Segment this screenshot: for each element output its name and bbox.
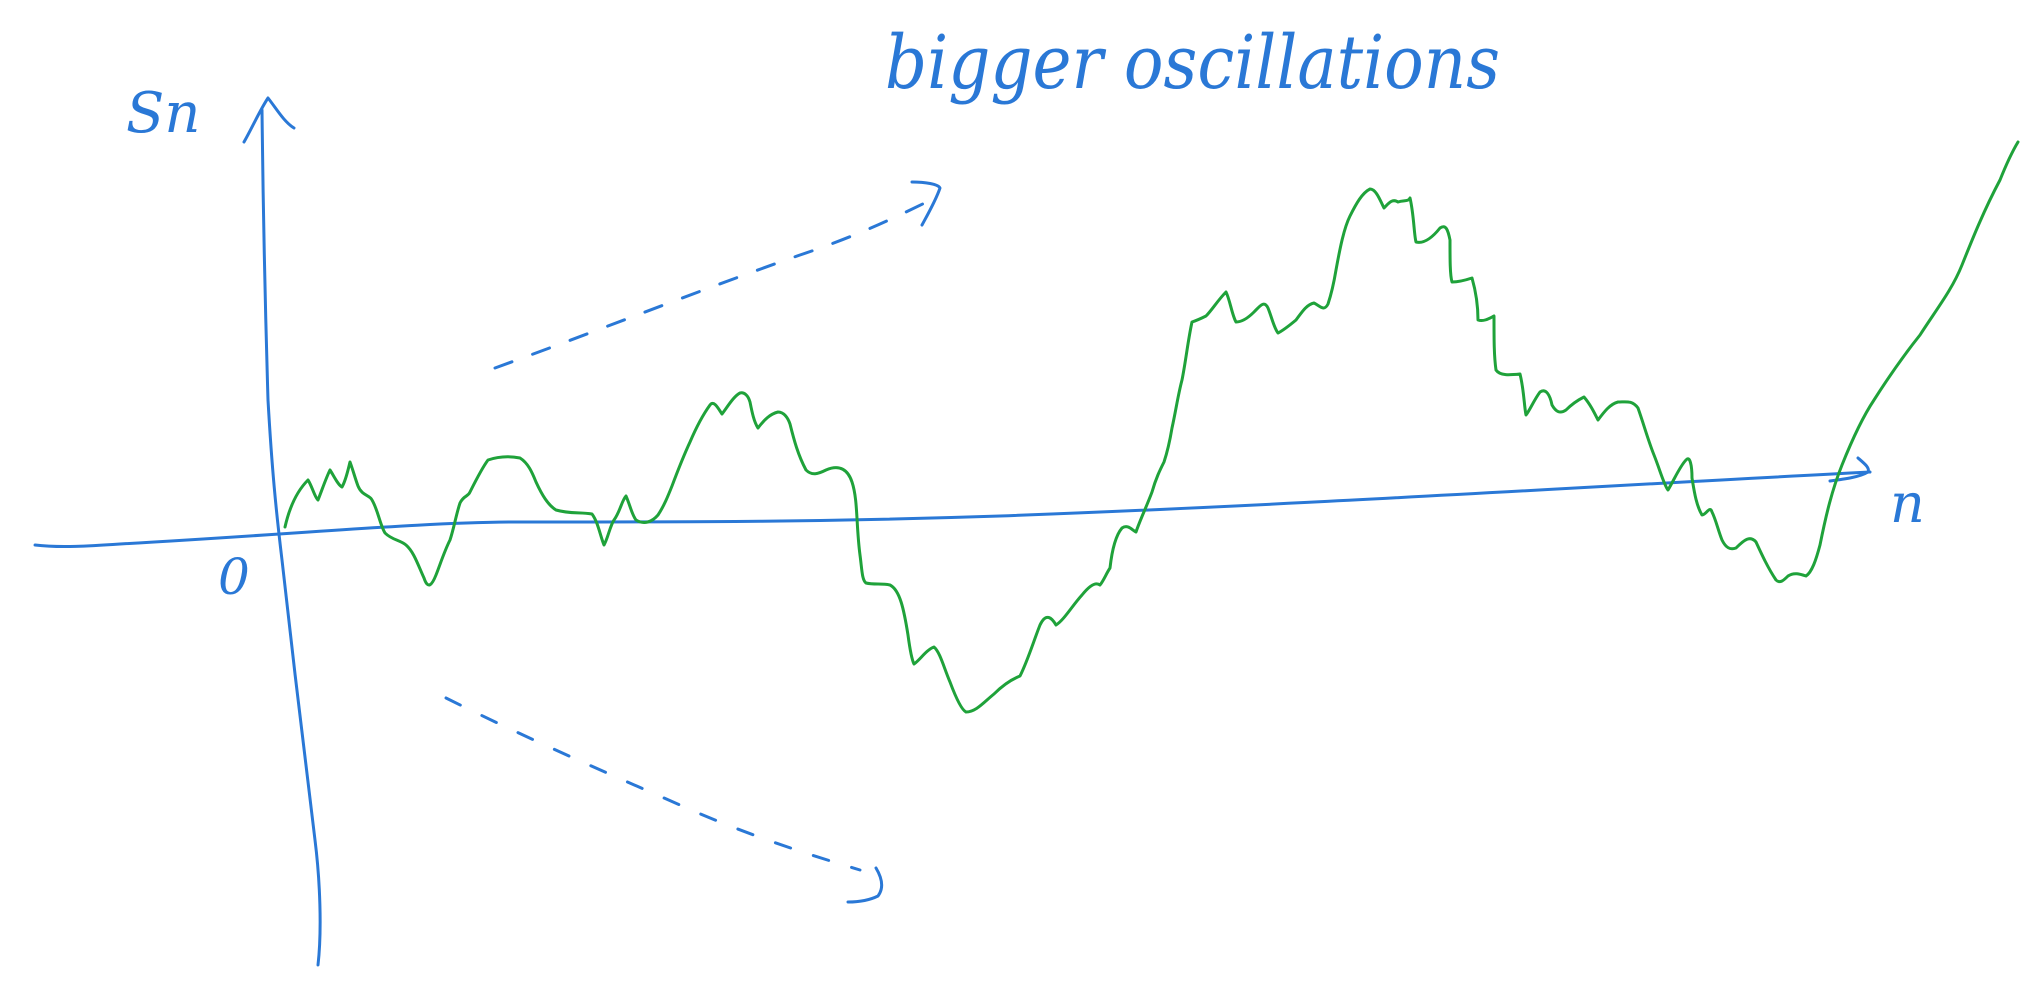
lower-envelope-arrowhead [846, 866, 884, 904]
origin-label: 0 [218, 548, 250, 606]
random-walk-path [283, 140, 2020, 714]
annotation-label: bigger oscillations [885, 20, 1500, 106]
y-axis-label: Sn [126, 81, 200, 146]
y-axis-arrowhead [242, 96, 296, 144]
upper-envelope-dashed-arrow [493, 196, 937, 370]
x-axis [33, 470, 1872, 549]
lower-envelope-dashed-arrow [444, 696, 862, 872]
x-axis-label: n [1890, 472, 1925, 535]
y-axis [260, 108, 322, 967]
x-axis-arrowhead [1828, 456, 1870, 483]
upper-envelope-arrowhead [910, 180, 942, 227]
